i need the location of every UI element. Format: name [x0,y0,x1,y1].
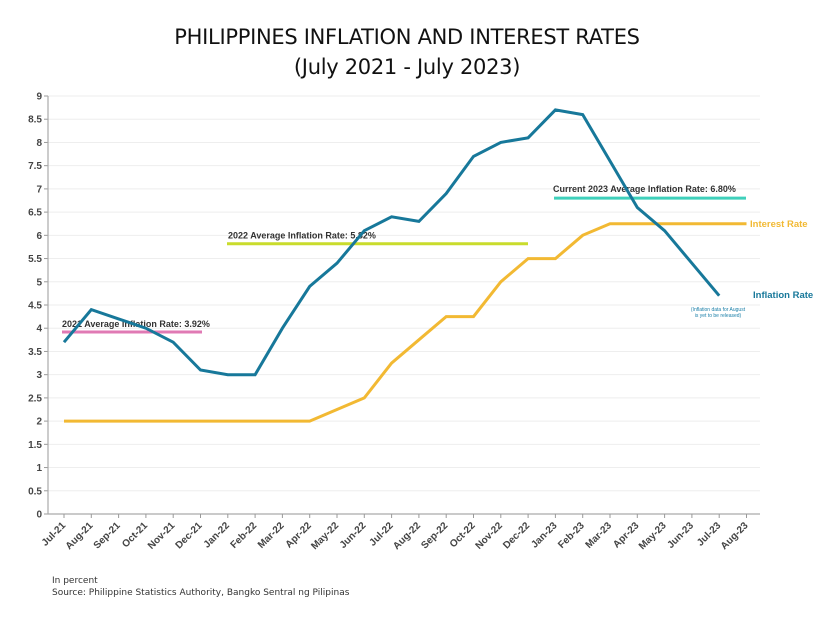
x-tick-label: Aug-22 [391,520,423,552]
x-tick-label: Feb-23 [556,520,587,551]
y-tick-label: 1.5 [28,440,42,451]
series-label-interest-rate: Interest Rate [750,219,808,230]
series-lines [62,108,747,423]
x-tick-label: Apr-23 [611,520,641,550]
y-tick-label: 9 [36,92,42,103]
y-axis: 0 0.5 1 1.5 2 2.5 3 3.5 4 4.5 5 5.5 6 6.5 7 7.5 8 8.5 9 [28,92,49,521]
x-tick-label: Mar-22 [256,520,287,551]
y-tick-label: 8.5 [28,115,42,126]
x-tick-label: Jan-23 [529,520,559,550]
x-tick-label: Nov-22 [474,520,506,552]
y-tick-label: 2 [36,417,42,428]
x-tick-label: Dec-21 [174,520,205,551]
x-tick-label: Apr-22 [284,520,314,550]
series-line-interest-rate [64,222,747,423]
x-tick-label: Oct-21 [120,520,150,550]
x-tick-label: May-22 [309,520,341,552]
reference-line-label: 2022 Average Inflation Rate: 5.82% [228,231,376,241]
y-tick-label: 5 [36,277,42,288]
y-tick-label: 1 [36,463,42,474]
y-tick-label: 4.5 [28,301,42,312]
x-tick-label: May-23 [637,520,669,552]
y-tick-label: 3 [36,370,42,381]
y-tick-label: 8 [36,138,42,149]
series-label-inflation-rate: Inflation Rate [753,290,813,301]
y-tick-label: 0.5 [28,486,42,497]
x-tick-label: Aug-23 [719,520,751,552]
y-tick-label: 3.5 [28,347,42,358]
x-tick-label: Mar-23 [584,520,615,551]
y-tick-label: 6.5 [28,208,42,219]
annotation-note-line: is yet to be released) [695,313,742,319]
x-tick-label: Sep-22 [419,520,450,551]
x-tick-label: Jun-22 [338,520,369,551]
x-tick-label: Jun-23 [665,520,696,551]
y-tick-label: 2.5 [28,393,42,404]
x-tick-label: Aug-21 [64,520,96,552]
x-tick-label: Dec-22 [501,520,532,551]
chart-title: PHILIPPINES INFLATION AND INTEREST RATES [174,25,640,49]
annotation-note-line: (Inflation data for August [691,307,746,313]
chart-subtitle: (July 2021 - July 2023) [293,55,521,79]
source-note: Source: Philippine Statistics Authority,… [52,588,350,598]
x-axis: Jul-21Aug-21Sep-21Oct-21Nov-21Dec-21Jan-… [40,513,760,552]
y-tick-label: 7.5 [28,161,42,172]
y-tick-label: 0 [36,510,42,521]
gridlines [48,95,760,492]
y-tick-label: 4 [36,324,42,335]
y-tick-label: 6 [36,231,42,242]
x-tick-label: Sep-21 [92,520,123,551]
x-tick-label: Nov-21 [146,520,178,552]
y-tick-label: 5.5 [28,254,42,265]
x-tick-label: Jan-22 [202,520,232,550]
x-tick-label: Feb-22 [229,520,260,551]
reference-line-label: Current 2023 Average Inflation Rate: 6.8… [553,184,736,194]
series-labels: Interest Rate Inflation Rate (Inflation da… [691,219,813,319]
y-tick-label: 7 [36,184,42,195]
x-tick-label: Oct-22 [448,520,478,550]
unit-note: In percent [52,576,98,586]
